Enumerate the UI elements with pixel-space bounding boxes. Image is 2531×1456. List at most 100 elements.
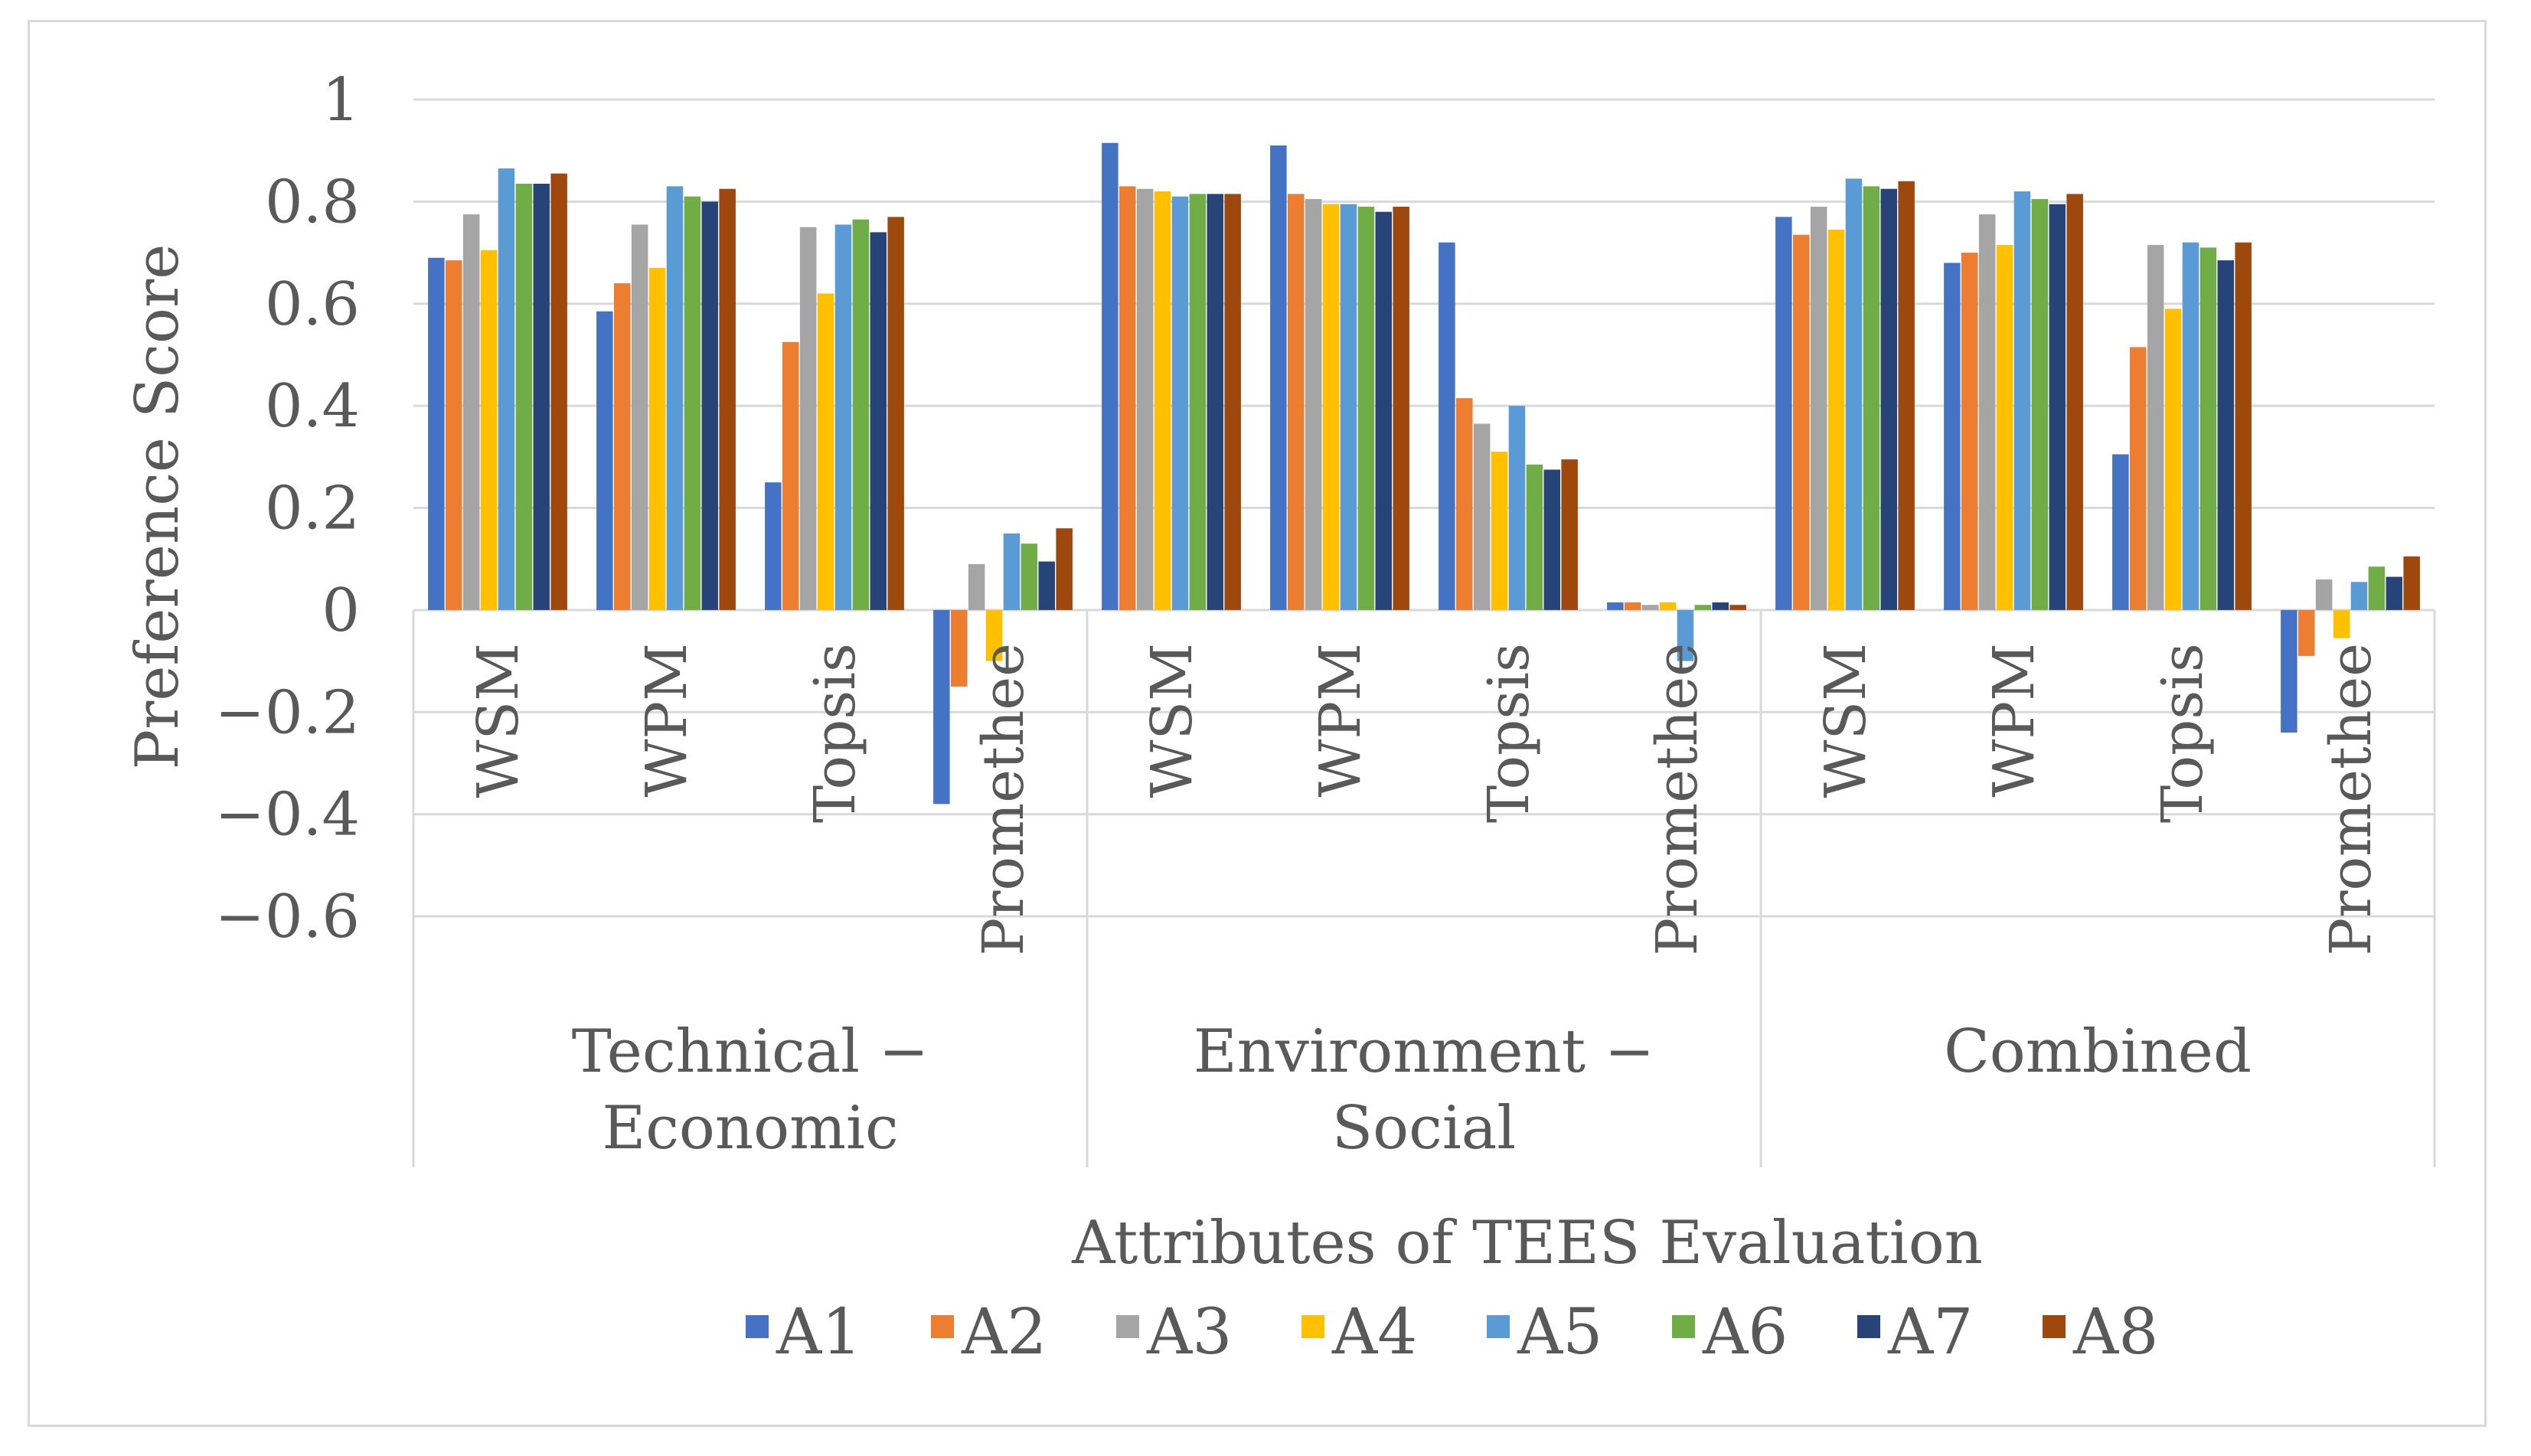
bar-A8 (1224, 194, 1241, 610)
bar-A3 (968, 563, 985, 610)
bar-A5 (1003, 533, 1021, 610)
bar-A4 (817, 293, 834, 610)
gridlines (412, 98, 2436, 1167)
bar-A1 (2112, 454, 2129, 610)
bar-A3 (1473, 423, 1491, 610)
bar-A4 (2164, 309, 2182, 610)
legend-label: A6 (1702, 1296, 1788, 1369)
bar-A5 (834, 224, 852, 610)
x-axis-title: Attributes of TEES Evaluation (1071, 1209, 1983, 1278)
legend-label: A8 (2072, 1296, 2158, 1369)
x-group-label: Technical − (572, 1017, 929, 1086)
legend-item-A8: A8 (2043, 1296, 2158, 1369)
bar-A4 (648, 268, 666, 610)
series-A4 (480, 191, 2350, 661)
bar-A8 (550, 173, 567, 610)
bar-A8 (719, 188, 736, 610)
bar-A5 (498, 168, 515, 610)
bar-A2 (1961, 253, 1978, 610)
bar-A8 (1898, 181, 1915, 610)
legend-swatch (746, 1315, 769, 1338)
bar-A2 (1288, 194, 1305, 610)
bars (428, 142, 2420, 805)
bar-A4 (985, 609, 1003, 661)
bar-A5 (1340, 204, 1357, 610)
legend-label: A2 (961, 1296, 1047, 1369)
bar-A2 (951, 609, 968, 687)
bar-A4 (1996, 245, 2013, 610)
bar-A5 (1677, 609, 1694, 661)
bar-A2 (1793, 234, 1810, 610)
bar-A7 (533, 184, 550, 610)
bar-A7 (1543, 469, 1560, 610)
bar-A5 (1171, 196, 1189, 610)
series-A1 (428, 142, 2297, 805)
bar-A6 (2368, 566, 2386, 610)
series-A7 (533, 184, 2402, 610)
bar-A8 (1393, 207, 1409, 610)
bar-A1 (596, 311, 613, 610)
y-tick-label: 0.8 (265, 168, 360, 237)
bar-A6 (1526, 464, 1543, 610)
bar-A6 (1357, 207, 1375, 610)
bar-A6 (1863, 186, 1880, 610)
legend-label: A7 (1887, 1296, 1973, 1369)
bar-A3 (1305, 199, 1322, 610)
bar-A8 (2066, 194, 2083, 610)
x-category-label: WPM (1308, 643, 1373, 798)
bar-A8 (887, 217, 904, 610)
x-category-label: WSM (1139, 643, 1205, 798)
x-category-label: Promethee (1644, 643, 1710, 956)
bar-A7 (1712, 602, 1729, 610)
bar-A5 (2350, 582, 2368, 610)
bar-A2 (614, 283, 631, 610)
bar-A4 (1491, 452, 1508, 610)
bar-A7 (2217, 260, 2234, 610)
legend-swatch (1487, 1315, 1510, 1338)
bar-A6 (2200, 247, 2217, 610)
bar-A6 (515, 184, 533, 610)
bar-A5 (1845, 178, 1863, 610)
y-tick-label: −0.2 (215, 678, 360, 747)
bar-A1 (765, 482, 782, 610)
bar-A3 (1810, 207, 1827, 610)
y-tick-label: 0.4 (265, 372, 360, 441)
x-group-label: Social (1332, 1094, 1516, 1163)
bar-A3 (799, 227, 817, 610)
bar-A8 (1561, 459, 1578, 610)
legend-swatch (2043, 1315, 2066, 1338)
series-A3 (462, 188, 2333, 610)
bar-A8 (2403, 556, 2420, 610)
bar-A3 (2147, 245, 2164, 610)
bar-A6 (2031, 199, 2049, 610)
x-category-label: Topsis (802, 643, 868, 823)
bar-A6 (684, 196, 701, 610)
legend-item-A4: A4 (1301, 1296, 1417, 1369)
bar-A2 (1456, 398, 1473, 610)
bar-A6 (1694, 605, 1712, 610)
legend-item-A5: A5 (1487, 1296, 1602, 1369)
legend-item-A6: A6 (1672, 1296, 1788, 1369)
y-axis-title: Preference Score (123, 244, 192, 770)
bar-A1 (1607, 602, 1624, 610)
bar-A8 (1056, 528, 1073, 610)
x-group-label: Economic (602, 1094, 898, 1163)
legend-swatch (1672, 1315, 1695, 1338)
legend-swatch (1857, 1315, 1880, 1338)
y-tick-label: 0.2 (265, 475, 360, 544)
bar-A4 (1659, 602, 1677, 610)
x-category-label: Promethee (971, 643, 1037, 956)
bar-A7 (701, 201, 718, 610)
bar-A1 (2281, 609, 2297, 733)
bar-A3 (2315, 579, 2333, 610)
bar-A3 (462, 214, 480, 610)
legend-label: A3 (1146, 1296, 1232, 1369)
x-group-label: Environment − (1194, 1017, 1655, 1086)
bar-A1 (1102, 142, 1119, 610)
bar-A1 (428, 257, 445, 610)
bar-A5 (2013, 191, 2031, 610)
bar-A2 (1119, 186, 1136, 610)
bar-A8 (2235, 242, 2252, 610)
legend-item-A2: A2 (931, 1296, 1047, 1369)
